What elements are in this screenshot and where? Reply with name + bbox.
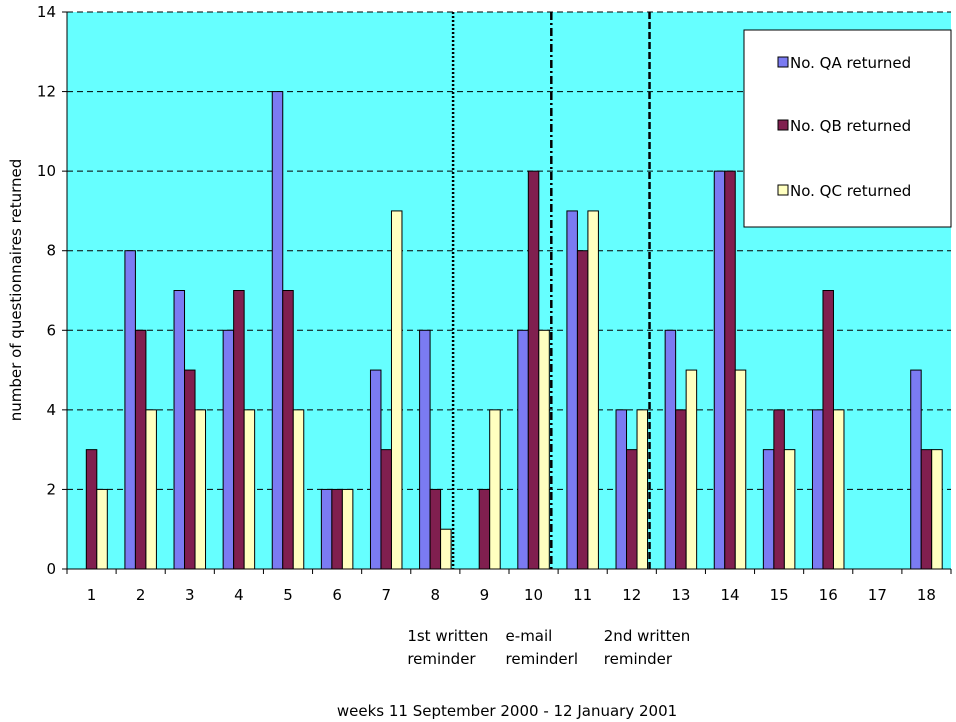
bar: [910, 369, 922, 570]
bar: [292, 409, 305, 570]
bar: [233, 290, 245, 570]
bar: [724, 170, 736, 570]
bar: [822, 290, 834, 570]
legend-label: No. QC returned: [790, 182, 911, 200]
y-tick-label: 6: [46, 321, 56, 339]
bar: [194, 409, 207, 570]
bar: [773, 409, 785, 570]
bar: [341, 488, 354, 570]
bar: [734, 369, 747, 570]
x-tick-label: 8: [431, 586, 441, 604]
x-tick-label: 14: [720, 586, 739, 604]
bar: [478, 488, 491, 570]
bar: [636, 409, 649, 570]
x-tick-label: 10: [524, 586, 543, 604]
bar: [685, 369, 698, 570]
x-tick-label: 16: [819, 586, 838, 604]
x-tick-label: 9: [480, 586, 490, 604]
bar: [931, 449, 943, 570]
x-tick-label: 1: [87, 586, 97, 604]
x-tick-label: 3: [185, 586, 195, 604]
y-tick-label: 0: [46, 560, 56, 578]
x-tick-label: 13: [671, 586, 690, 604]
reminder-label: e-mail: [506, 627, 553, 645]
x-tick-label: 15: [770, 586, 789, 604]
legend-swatch: [777, 119, 789, 131]
bar: [538, 329, 550, 570]
x-tick-label: 18: [917, 586, 936, 604]
reminder-lines: 1st written reminder e-mail reminderl 2nd wr…: [407, 12, 690, 668]
bar: [566, 210, 578, 570]
bar: [173, 290, 186, 570]
y-tick-label: 14: [37, 3, 56, 21]
reminder-label: 1st written: [407, 627, 488, 645]
x-tick-label: 12: [622, 586, 641, 604]
x-tick-label: 17: [868, 586, 887, 604]
reminder-label: reminder: [407, 650, 476, 668]
legend-label: No. QB returned: [790, 117, 911, 135]
bar: [576, 250, 589, 570]
bars: [85, 91, 943, 570]
y-tick-label: 12: [37, 83, 56, 101]
bar: [762, 449, 775, 570]
bar: [369, 369, 382, 570]
bar: [419, 329, 431, 570]
bar: [664, 329, 677, 570]
bar: [429, 488, 442, 570]
reminder-label: 2nd written: [604, 627, 690, 645]
x-axis-title: weeks 11 September 2000 - 12 January 200…: [337, 702, 677, 720]
legend-swatch: [777, 56, 789, 68]
bar: [145, 409, 157, 570]
bar: [626, 449, 638, 570]
x-tick-label: 11: [573, 586, 592, 604]
bar: [783, 449, 796, 570]
bar: [527, 170, 540, 570]
legend: No. QA returned No. QB returned No. QC ret…: [743, 29, 952, 228]
bar: [489, 409, 501, 570]
bar: [517, 329, 529, 570]
bar: [920, 449, 933, 570]
x-tick-label: 7: [381, 586, 391, 604]
bar: [615, 409, 628, 570]
reminder-label: reminder: [604, 650, 673, 668]
x-tick-label: 4: [234, 586, 244, 604]
bar: [243, 409, 256, 570]
bar: [271, 91, 284, 570]
bar: [331, 488, 343, 570]
bar: [134, 329, 147, 570]
bar: [832, 409, 845, 570]
legend-swatch: [777, 184, 789, 196]
bar: [222, 329, 235, 570]
grid-lines: [67, 11, 951, 490]
bar: [390, 210, 403, 570]
bar: [440, 528, 452, 570]
y-tick-label: 10: [37, 162, 56, 180]
y-axis-title: number of questionnaires returned: [7, 159, 25, 421]
legend-label: No. QA returned: [790, 54, 911, 72]
bar: [282, 290, 294, 570]
y-tick-label: 2: [46, 480, 56, 498]
bar: [587, 210, 599, 570]
bar: [96, 488, 108, 570]
bar: [380, 449, 392, 570]
x-tick-label: 2: [136, 586, 146, 604]
bar: [811, 409, 824, 570]
bar: [85, 449, 98, 570]
x-tick-label: 6: [332, 586, 342, 604]
bar: [184, 369, 196, 570]
bar: [124, 250, 136, 570]
y-tick-label: 8: [46, 242, 56, 260]
reminder-label: reminderl: [506, 650, 578, 668]
bar: [713, 170, 726, 570]
y-tick-label: 4: [46, 401, 56, 419]
bar: [320, 488, 333, 570]
x-tick-label: 5: [283, 586, 293, 604]
bar: [675, 409, 687, 570]
